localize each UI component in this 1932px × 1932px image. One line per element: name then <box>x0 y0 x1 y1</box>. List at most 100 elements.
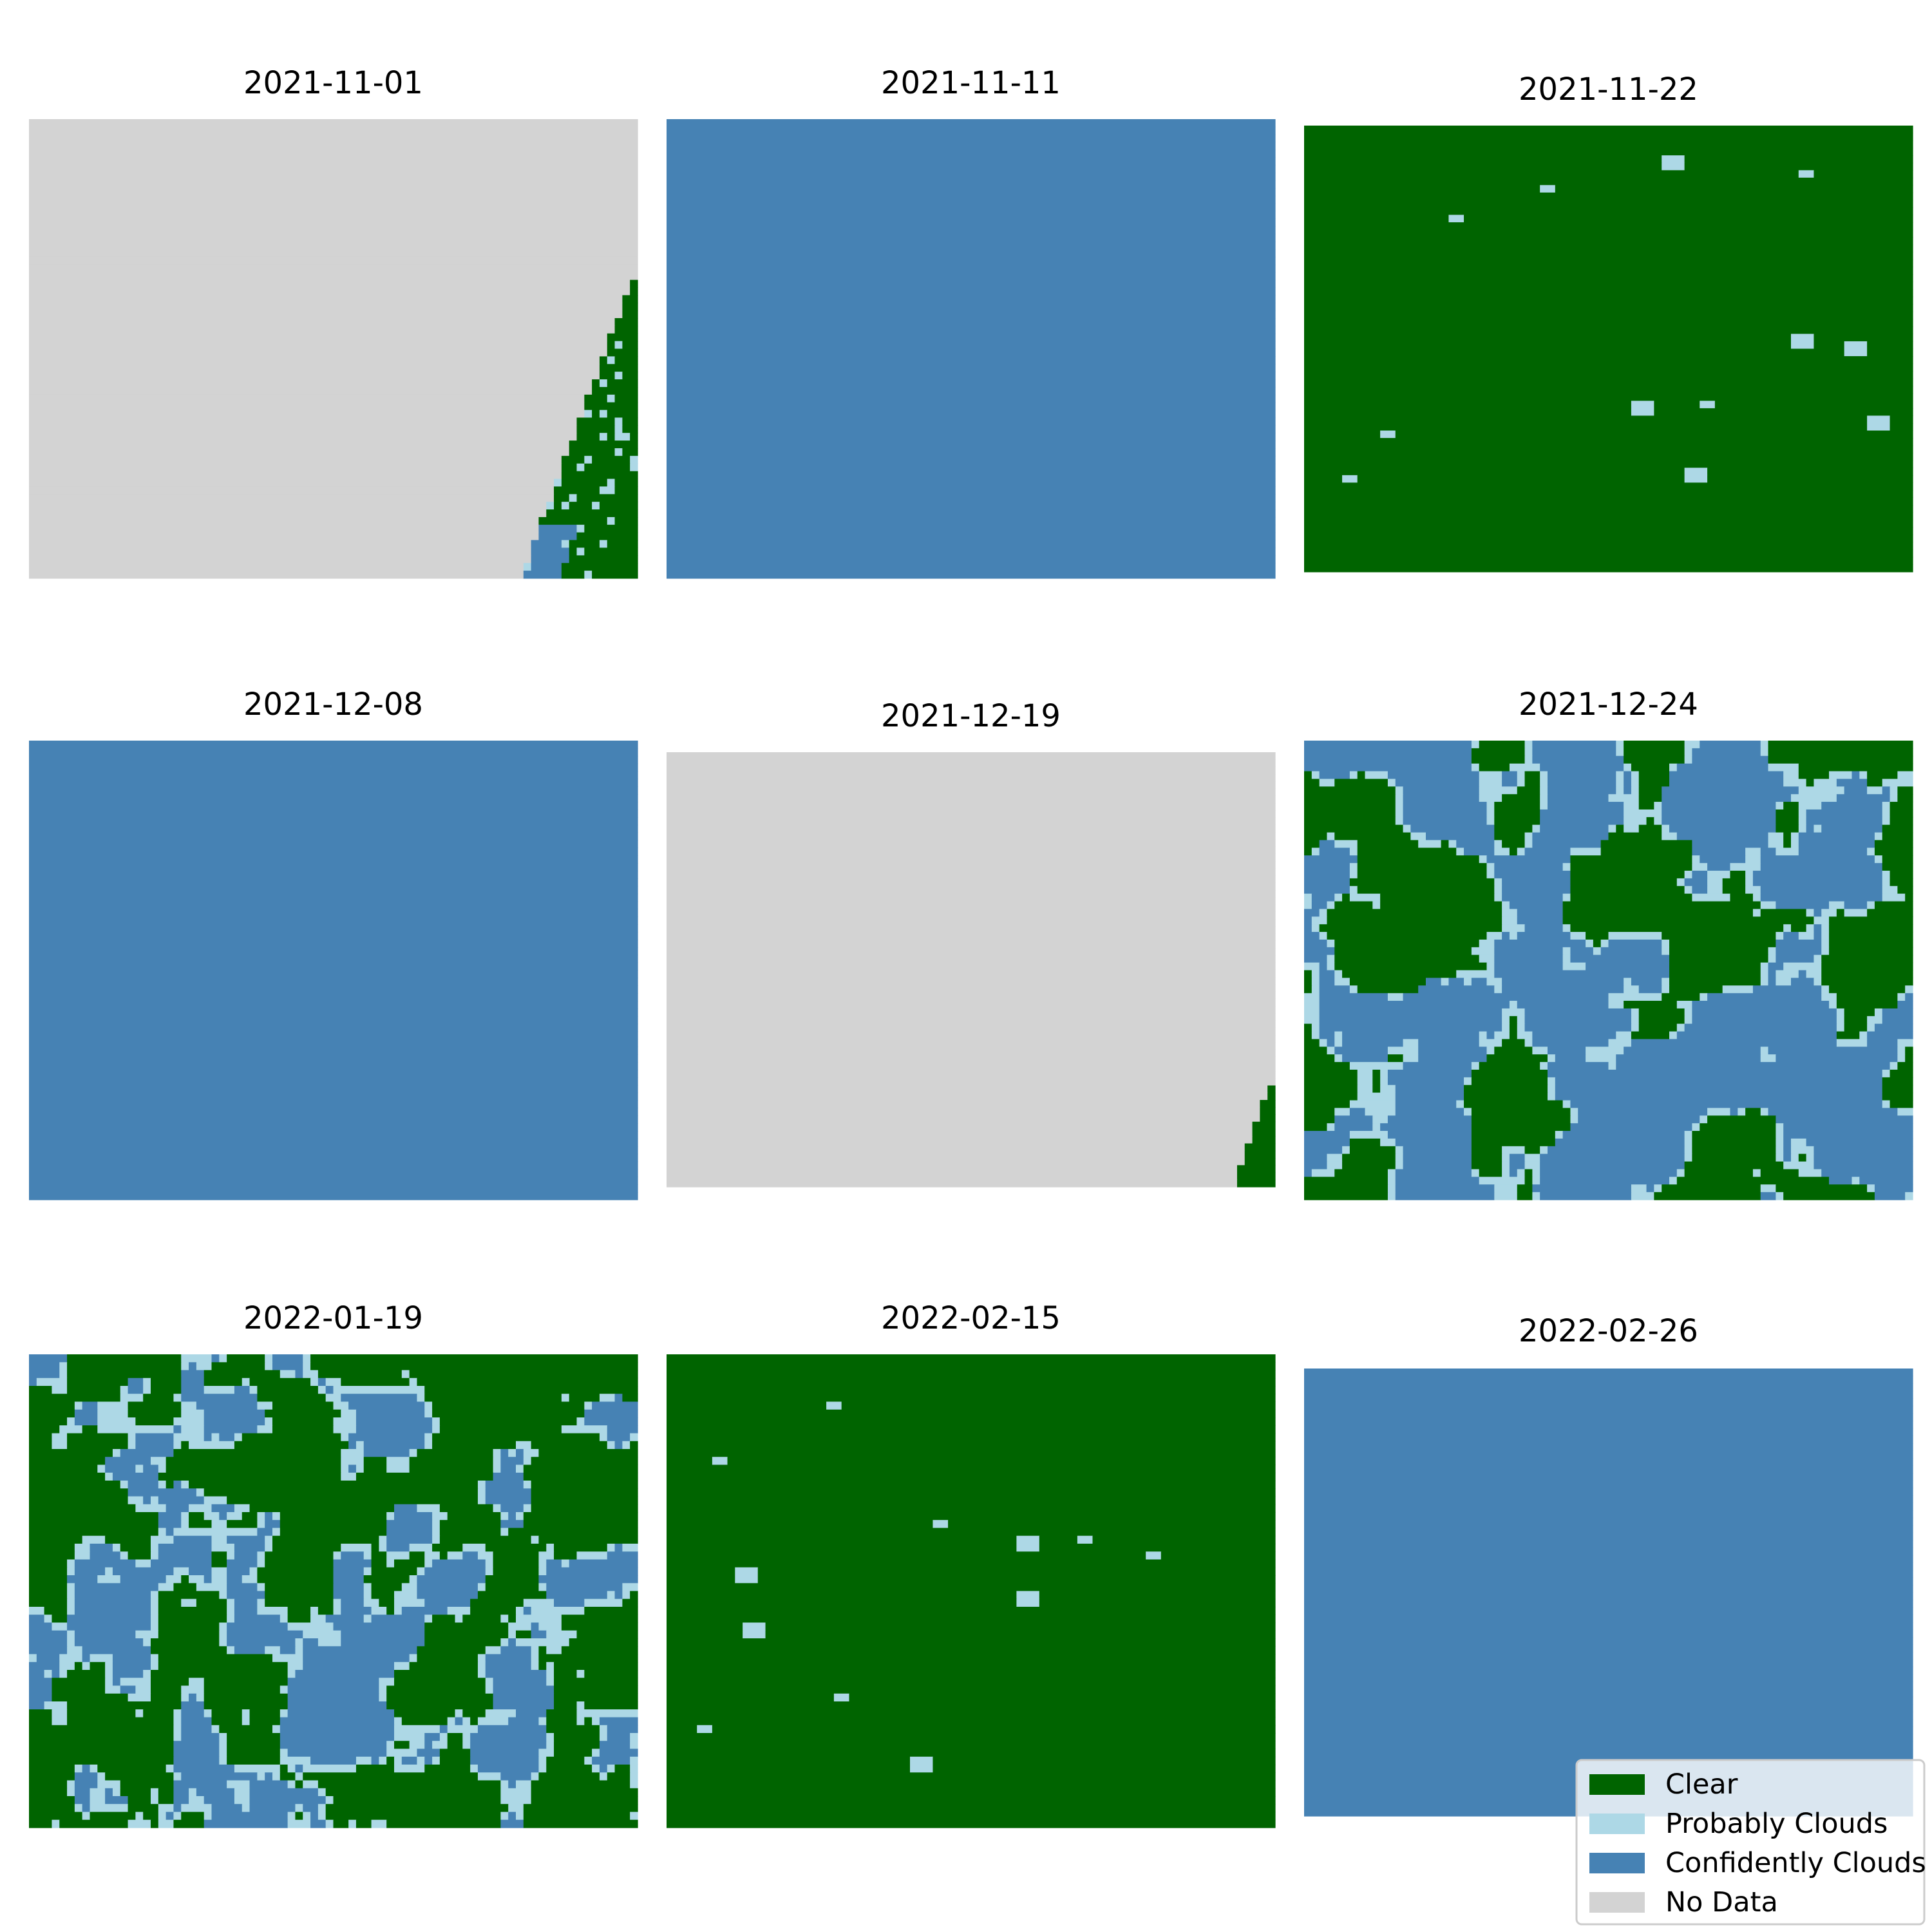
mask-cell-probably <box>1692 1123 1700 1132</box>
mask-cell-probably <box>36 1378 68 1387</box>
mask-cell-probably <box>592 502 600 510</box>
mask-cell-confident <box>74 1607 151 1615</box>
mask-cell-probably <box>1456 848 1464 856</box>
mask-cell-probably <box>1882 893 1906 902</box>
mask-cell-clear <box>1304 527 1913 535</box>
mask-cell-probably <box>1791 794 1837 802</box>
mask-cell-confident <box>196 1401 258 1410</box>
mask-cell-probably <box>317 1812 327 1821</box>
mask-cell-nodata <box>29 524 540 533</box>
mask-cell-probably <box>219 1748 227 1757</box>
mask-cell-probably <box>735 1575 759 1584</box>
mask-cell-probably <box>1517 1016 1526 1025</box>
mask-cell-confident <box>1304 1488 1913 1496</box>
mask-cell-probably <box>599 1394 616 1403</box>
mask-cell-clear <box>1357 871 1488 879</box>
mask-cell-clear <box>1334 832 1411 841</box>
mask-cell-probably <box>90 1804 129 1813</box>
mask-cell-confident <box>1608 939 1662 948</box>
mask-cell-clear <box>447 1741 463 1750</box>
mask-cell-clear <box>727 1457 1276 1466</box>
panel-title: 2021-12-19 <box>881 698 1061 734</box>
mask-cell-clear <box>667 1544 1017 1552</box>
mask-cell-clear <box>1707 1115 1776 1124</box>
mask-cell-clear <box>1357 886 1495 895</box>
mask-cell-clear <box>173 1583 197 1592</box>
mask-cell-clear <box>355 1765 395 1773</box>
mask-cell-confident <box>1821 1169 1913 1177</box>
mask-cell-clear <box>257 1575 334 1584</box>
mask-cell-confident <box>1494 939 1586 948</box>
mask-cell-probably <box>1676 1169 1685 1177</box>
mask-cell-probably <box>1844 909 1868 917</box>
mask-cell-clear <box>569 555 638 564</box>
mask-cell-nodata <box>29 272 638 281</box>
mask-cell-confident <box>1752 985 1822 994</box>
mask-cell-clear <box>667 1788 1276 1797</box>
mask-cell-clear <box>554 494 570 502</box>
mask-cell-probably <box>1562 947 1571 956</box>
mask-cell-clear <box>667 1717 1276 1726</box>
mask-cell-confident <box>82 1646 151 1655</box>
mask-cell-probably <box>1752 1169 1761 1177</box>
mask-cell-probably <box>1882 1100 1891 1108</box>
mask-cell-clear <box>287 1607 311 1615</box>
mask-cell-confident <box>432 1559 486 1568</box>
mask-cell-clear <box>1304 348 1845 357</box>
mask-cell-probably <box>1889 794 1898 802</box>
mask-cell-probably <box>287 1812 296 1821</box>
mask-cell-clear <box>67 1433 129 1442</box>
mask-cell-probably <box>1077 1535 1094 1544</box>
mask-cell-probably <box>1334 840 1358 848</box>
mask-cell-confident <box>333 1622 425 1631</box>
mask-cell-probably <box>1692 855 1700 864</box>
mask-cell-confident <box>74 1630 136 1639</box>
mask-cell-confident <box>234 1544 265 1552</box>
mask-cell-confident <box>1821 802 1883 810</box>
mask-cell-clear <box>204 1701 289 1710</box>
mask-cell-confident <box>1304 932 1320 940</box>
mask-cell-confident <box>1395 1192 1495 1200</box>
mask-cell-probably <box>386 1457 410 1466</box>
mask-cell-clear <box>1471 1146 1502 1155</box>
mask-cell-confident <box>439 1725 448 1734</box>
mask-cell-clear <box>667 1457 713 1466</box>
mask-cell-probably <box>630 1733 638 1741</box>
mask-cell-clear <box>1524 779 1540 787</box>
mask-cell-probably <box>584 1401 592 1410</box>
mask-cell-confident <box>523 571 562 579</box>
mask-cell-probably <box>234 1433 243 1442</box>
mask-cell-confident <box>29 947 638 956</box>
mask-cell-probably <box>120 1386 129 1394</box>
mask-cell-clear <box>424 1386 638 1394</box>
mask-cell-probably <box>1395 1153 1404 1162</box>
mask-cell-clear <box>29 1441 53 1450</box>
mask-cell-probably <box>1311 924 1320 933</box>
mask-cell-confident <box>667 364 1276 372</box>
mask-cell-probably <box>310 1607 319 1615</box>
mask-cell-clear <box>523 1464 638 1473</box>
mask-cell-probably <box>1776 1153 1784 1162</box>
mask-cell-confident <box>1760 863 1883 871</box>
mask-cell-confident <box>112 1670 144 1678</box>
mask-cell-confident <box>1304 1540 1913 1548</box>
mask-cell-clear <box>584 394 608 403</box>
mask-cell-clear <box>1304 489 1913 498</box>
mask-cell-probably <box>485 1685 494 1694</box>
mask-cell-confident <box>29 1069 638 1078</box>
mask-cell-probably <box>630 1812 638 1821</box>
mask-cell-nodata <box>29 494 554 502</box>
mask-cell-probably <box>1654 1184 1662 1193</box>
mask-cell-nodata <box>29 555 532 564</box>
mask-cell-clear <box>1624 741 1685 749</box>
mask-cell-probably <box>1821 947 1830 956</box>
mask-cell-probably <box>341 1457 365 1466</box>
mask-cell-clear <box>1889 809 1913 818</box>
mask-cell-probably <box>432 1425 440 1434</box>
mask-cell-clear <box>1304 430 1381 439</box>
mask-cell-probably <box>303 1362 311 1371</box>
mask-cell-probably <box>1327 1153 1343 1162</box>
mask-cell-probably <box>112 1544 121 1552</box>
mask-cell-probably <box>1304 1001 1320 1009</box>
mask-cell-clear <box>1464 1092 1548 1101</box>
